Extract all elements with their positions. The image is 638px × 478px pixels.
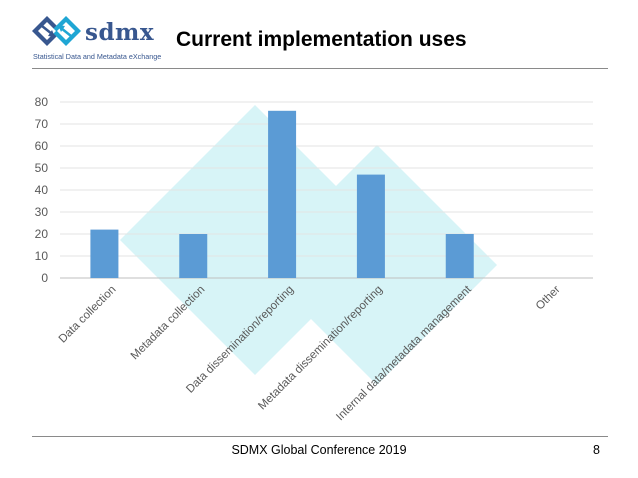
logo-tagline: Statistical Data and Metadata eXchange (33, 52, 162, 61)
x-tick-label: Other (534, 284, 563, 313)
bar-chart: 0 10 20 30 40 50 60 70 80 Data collection Metadat… (35, 95, 593, 423)
x-tick-label: Metadata collection (129, 284, 208, 363)
y-tick-label: 10 (35, 249, 49, 263)
bar (268, 110, 297, 278)
y-tick-label: 0 (41, 271, 48, 285)
slide-title: Current implementation uses (176, 28, 467, 51)
bar (179, 234, 208, 278)
y-tick-label: 60 (35, 139, 49, 153)
watermark (120, 105, 497, 385)
sdmx-logo-icon (32, 16, 81, 46)
y-tick-label: 80 (35, 95, 49, 109)
bar (90, 229, 119, 278)
footer-text: SDMX Global Conference 2019 (231, 443, 407, 457)
y-tick-label: 30 (35, 205, 49, 219)
header-divider (32, 68, 608, 69)
sdmx-logo: sdmx Statistical Data and Metadata eXcha… (30, 14, 161, 64)
bar (445, 234, 474, 278)
y-tick-label: 40 (35, 183, 49, 197)
y-tick-label: 70 (35, 117, 49, 131)
bar (356, 174, 385, 278)
y-tick-label: 50 (35, 161, 49, 175)
y-tick-label: 20 (35, 227, 49, 241)
logo-wordmark: sdmx (85, 19, 155, 46)
footer-divider (32, 436, 608, 437)
x-tick-label: Data collection (57, 284, 119, 346)
page-number: 8 (593, 443, 600, 457)
